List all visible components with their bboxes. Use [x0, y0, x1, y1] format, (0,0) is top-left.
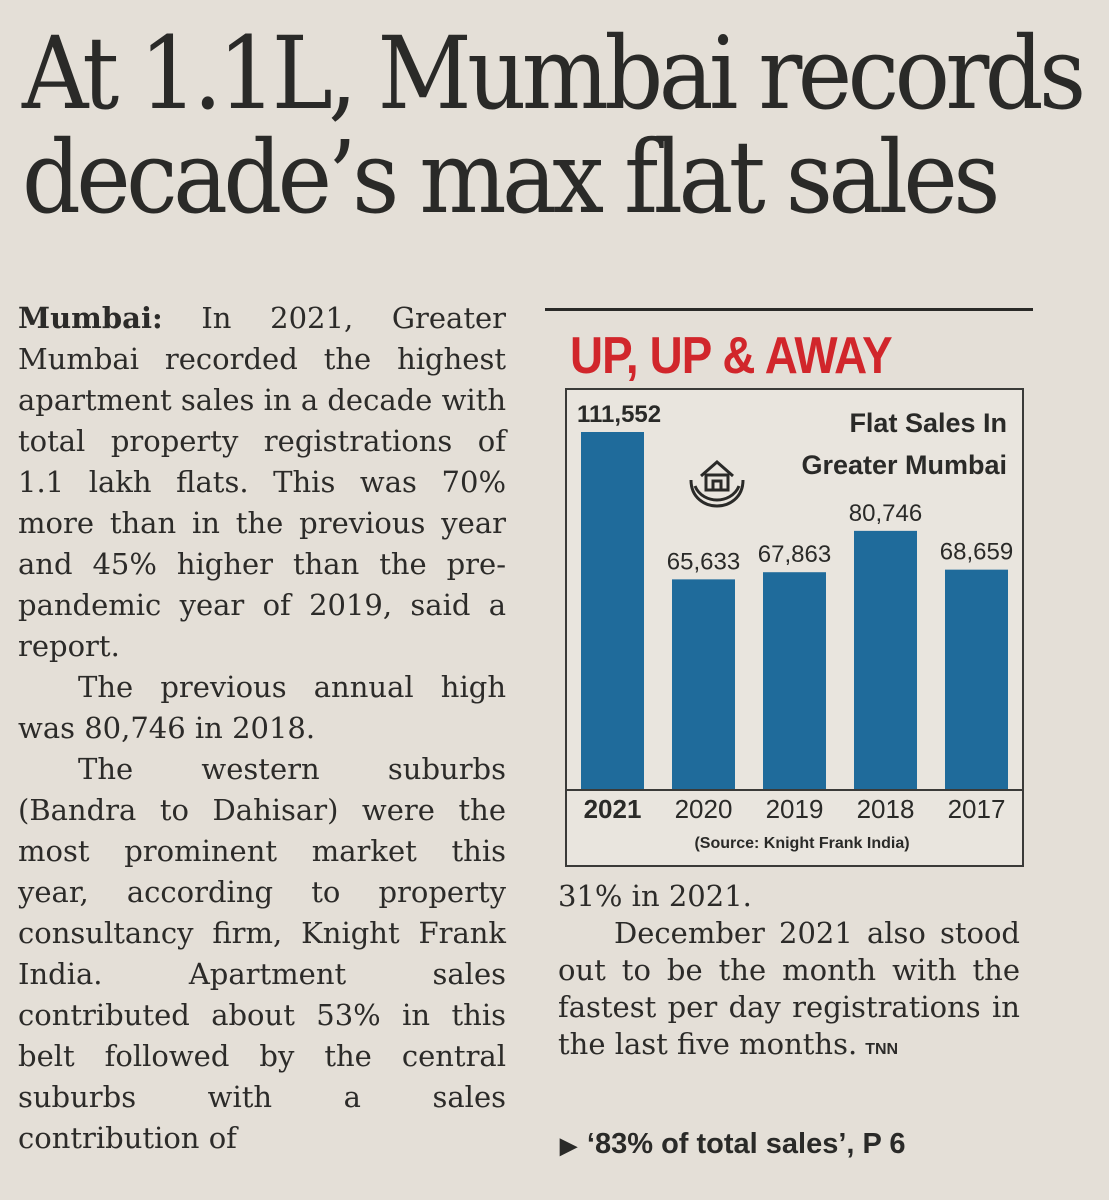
bar-2019	[763, 572, 826, 790]
value-label-2018: 80,746	[849, 500, 922, 527]
chart-subtitle-line-1: Flat Sales In	[849, 408, 1007, 438]
article-paragraph-1: Mumbai: In 2021, Greater Mumbai recorded…	[18, 298, 506, 667]
dateline: Mumbai:	[18, 301, 163, 335]
headline: At 1.1L, Mumbai records decade’s max fla…	[22, 15, 1086, 236]
x-tick-label-2017: 2017	[948, 794, 1006, 824]
x-tick-label-2021: 2021	[584, 794, 642, 824]
article-paragraph-4: 31% in 2021.	[558, 879, 752, 913]
paragraph-1-text: In 2021, Greater Mumbai recorded the hig…	[18, 301, 506, 663]
article-body-left: Mumbai: In 2021, Greater Mumbai recorded…	[18, 298, 506, 1159]
bar-chart: Flat Sales In Greater Mumbai 111,552 65,6…	[567, 401, 1022, 852]
page-reference: ▶ ‘83% of total sales’, P 6	[560, 1128, 906, 1161]
article-paragraph-3: The western suburbs (Bandra to Dahisar) …	[18, 752, 506, 1155]
bar-2017	[945, 569, 1008, 790]
page-reference-text: ‘83% of total sales’, P 6	[586, 1128, 906, 1160]
credit-tnn: TNN	[865, 1041, 899, 1058]
bar-group: 111,552 65,633 67,863 80,746 68,659	[577, 401, 1013, 790]
x-axis-labels: 2021 2020 2019 2018 2017	[584, 794, 1006, 824]
chart-source: (Source: Knight Frank India)	[694, 835, 909, 852]
bar-2020	[672, 579, 735, 790]
x-tick-label-2018: 2018	[857, 794, 915, 824]
value-label-2019: 67,863	[758, 541, 831, 568]
article-paragraph-2: The previous annual high was 80,746 in 2…	[18, 670, 506, 745]
value-label-2021: 111,552	[577, 401, 661, 428]
value-label-2020: 65,633	[667, 548, 740, 575]
paragraph-5-text: December 2021 also stood out to be the m…	[558, 916, 1020, 1061]
chart-frame: Flat Sales In Greater Mumbai 111,552 65,6…	[565, 388, 1024, 867]
value-label-2017: 68,659	[940, 539, 1013, 566]
chart-title: UP, UP & AWAY	[570, 327, 893, 385]
chart-box	[545, 308, 1033, 867]
article-body-right: 31% in 2021. December 2021 also stood ou…	[558, 878, 1020, 1068]
arrow-right-icon: ▶	[560, 1133, 577, 1158]
x-tick-label-2020: 2020	[675, 794, 733, 824]
article-paragraph-5: December 2021 also stood out to be the m…	[558, 915, 1020, 1068]
chart-subtitle-line-2: Greater Mumbai	[801, 450, 1007, 480]
headline-line-2: decade’s max flat sales	[22, 119, 1000, 236]
bar-2021	[581, 432, 644, 790]
x-tick-label-2019: 2019	[766, 794, 824, 824]
house-in-hands-icon	[689, 460, 745, 508]
headline-line-1: At 1.1L, Mumbai records	[22, 15, 1086, 132]
bar-2018	[854, 530, 917, 790]
